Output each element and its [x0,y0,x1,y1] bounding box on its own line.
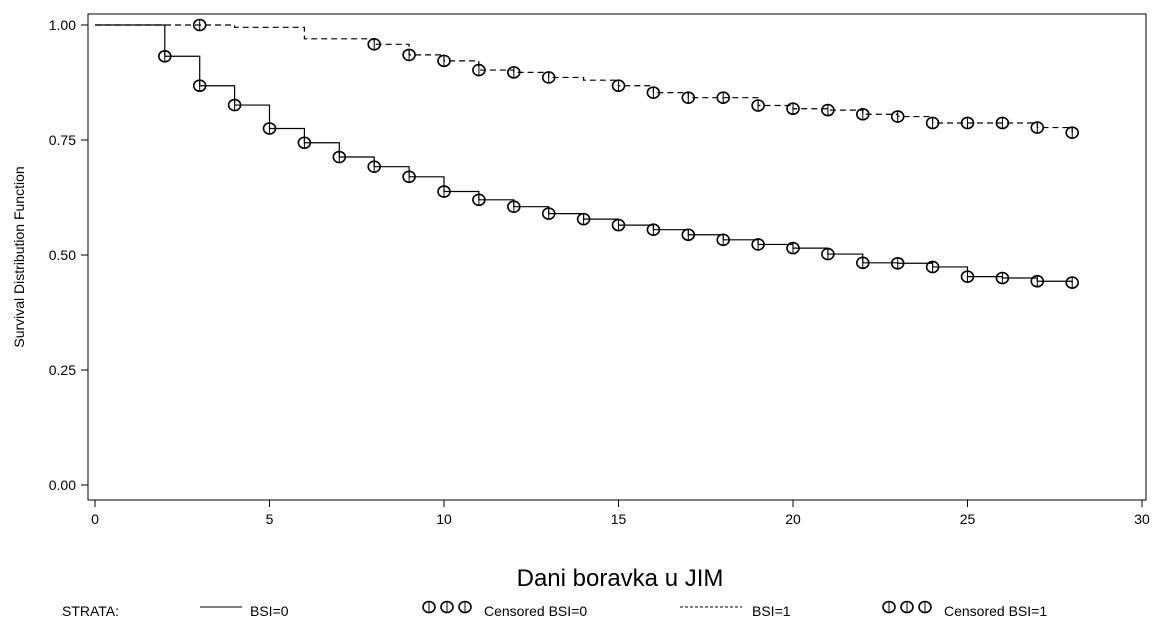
censor-marker-bsi1 [192,18,207,32]
series-layer [95,24,1073,283]
censor-marker-bsi0 [716,233,731,247]
censor-marker-bsi1 [995,116,1010,130]
censor-marker-bsi1 [1030,121,1045,134]
censor-marker-bsi1 [367,38,382,51]
legend-censor-glyph [422,600,436,614]
censor-marker-bsi1 [402,48,416,62]
censor-marker-bsi0 [786,241,800,255]
censor-marker-bsi0 [995,271,1010,285]
censor-marker-bsi0 [262,122,277,135]
x-tick-label: 25 [960,511,976,527]
legend-censor-glyph [458,600,472,614]
x-tick-label: 15 [611,511,627,527]
plot-frame [87,13,1147,501]
censor-marker-bsi0 [960,270,975,283]
legend-censor-glyph [918,600,932,614]
censor-marker-bsi0 [227,98,242,112]
censor-marker-bsi0 [402,170,416,184]
censor-markers [158,18,1079,289]
y-tick-label: 0.25 [49,362,76,378]
censor-marker-bsi0 [158,49,172,63]
censor-marker-bsi1 [855,107,870,121]
censor-marker-bsi1 [751,99,765,112]
censor-marker-bsi1 [611,79,626,93]
censor-marker-bsi0 [437,185,451,198]
censor-marker-bsi1 [1065,126,1079,139]
censor-marker-bsi0 [297,136,312,150]
y-tick-label: 1.00 [49,17,76,33]
x-tick-label: 30 [1134,511,1150,527]
y-axis-title: Survival Distribution Function [11,166,27,347]
censor-marker-bsi0 [855,256,870,270]
censor-marker-bsi0 [506,200,521,213]
x-axis-title: Dani boravka u JIM [517,565,724,592]
legend-censor-glyph [440,600,454,614]
legend-label-bsi1: BSI=1 [752,603,791,619]
censor-marker-bsi0 [367,160,382,173]
censor-marker-bsi1 [646,86,661,99]
censor-marker-bsi1 [925,116,940,130]
censor-marker-bsi1 [960,116,975,130]
censor-marker-bsi1 [681,91,696,104]
censor-marker-bsi0 [821,247,835,261]
censor-marker-bsi0 [611,218,626,232]
censor-marker-bsi0 [890,256,905,270]
censor-marker-bsi1 [506,66,521,79]
censor-marker-bsi0 [576,212,591,226]
x-tick-label: 20 [785,511,801,527]
legend-censor-glyph [882,600,896,614]
censor-marker-bsi1 [890,110,905,123]
series-line-bsi0 [95,24,1073,283]
x-tick-label: 5 [266,511,274,527]
censor-marker-bsi0 [681,228,696,242]
series-line-bsi1 [95,24,1073,133]
legend-swatch-censored-bsi0 [422,600,472,614]
censor-marker-bsi1 [716,91,731,104]
censor-marker-bsi0 [751,238,765,251]
censor-marker-bsi0 [332,150,347,164]
censor-marker-bsi1 [437,54,451,68]
legend-label-bsi0: BSI=0 [250,603,289,619]
censor-marker-bsi1 [821,103,835,117]
x-tick-label: 10 [436,511,452,527]
censor-marker-bsi0 [541,207,556,220]
censor-marker-bsi1 [541,71,556,84]
legend-title: STRATA: [62,603,119,619]
y-tick-label: 0.00 [49,477,76,493]
legend-label-censored-bsi0: Censored BSI=0 [484,603,587,619]
censor-marker-bsi0 [925,260,940,274]
y-tick-label: 0.50 [49,247,76,263]
censor-marker-bsi0 [646,223,661,236]
censor-marker-bsi0 [1065,276,1079,289]
axis-ticks: 0 5 10 15 20 25 30 0.00 0.25 0.50 0.75 1.00 [49,17,1150,527]
plot-axes [87,13,1147,501]
legend: STRATA: BSI=0 Censored BSI=0 BSI=1 Censo… [62,600,1047,619]
censor-marker-bsi0 [192,79,207,93]
censor-marker-bsi0 [1030,274,1045,288]
legend-swatch-censored-bsi1 [882,600,932,614]
censor-marker-bsi0 [472,193,486,207]
censor-marker-bsi1 [472,63,486,77]
y-tick-label: 0.75 [49,132,76,148]
x-tick-label: 0 [91,511,99,527]
censor-marker-bsi1 [786,102,800,116]
legend-label-censored-bsi1: Censored BSI=1 [944,603,1047,619]
legend-censor-glyph [900,600,914,614]
